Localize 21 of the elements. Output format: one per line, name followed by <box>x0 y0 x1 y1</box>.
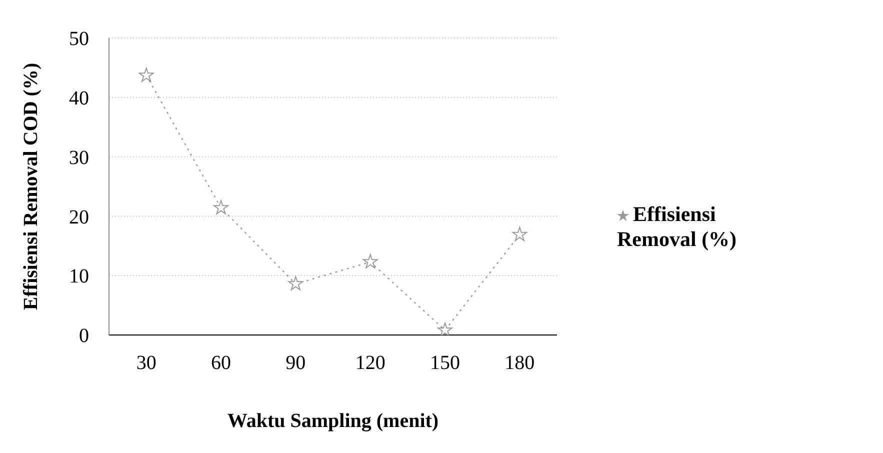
x-tick-label: 90 <box>286 352 306 374</box>
point <box>512 226 528 242</box>
point <box>288 276 304 290</box>
point <box>362 254 378 268</box>
point <box>138 68 154 82</box>
x-tick-label: 30 <box>136 352 156 374</box>
y-tick-label: 50 <box>69 28 89 50</box>
y-tick-label: 40 <box>69 88 89 110</box>
y-tick-label: 30 <box>69 146 89 169</box>
y-tick-label: 0 <box>79 325 89 348</box>
legend-label: Effisiensi Removal (%) <box>617 202 737 250</box>
y-tick-label: 20 <box>69 206 89 228</box>
y-axis-title: Effisiensi Removal COD (%) <box>20 62 42 310</box>
x-axis-title: Waktu Sampling (menit) <box>227 410 439 432</box>
x-tick-label: 180 <box>504 352 535 374</box>
x-tick-label: 60 <box>211 352 231 374</box>
x-tick-label: 120 <box>355 352 386 374</box>
y-tick-label: 10 <box>69 266 89 288</box>
x-tick-label: 150 <box>430 352 460 374</box>
point <box>438 322 452 335</box>
point <box>214 200 228 214</box>
